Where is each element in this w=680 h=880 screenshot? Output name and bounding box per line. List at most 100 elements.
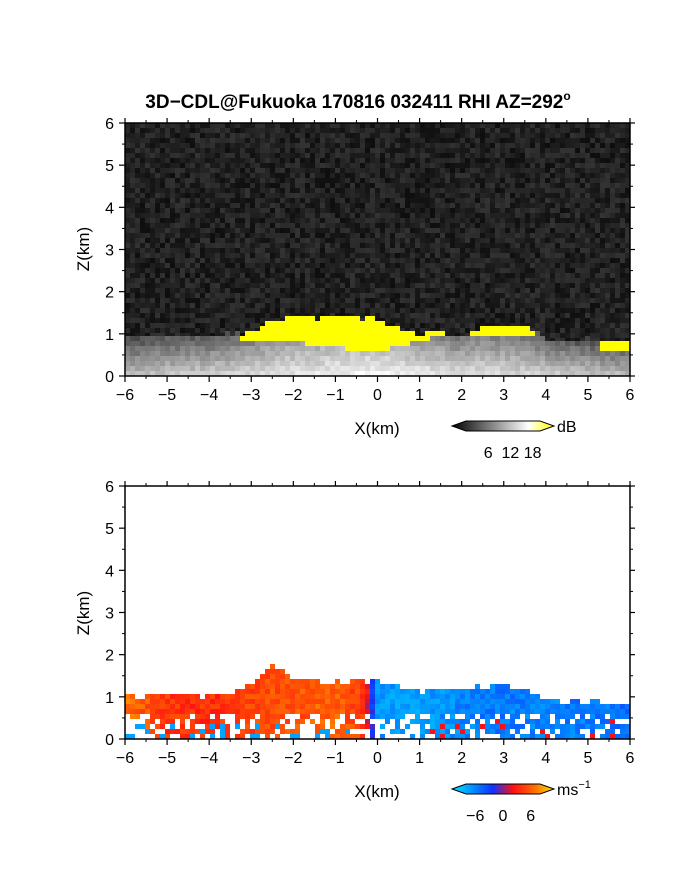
snr-noise-cell (365, 268, 370, 273)
snr-noise-cell (270, 143, 275, 148)
snr-noise-cell (365, 208, 370, 213)
snr-noise-cell (530, 218, 535, 223)
snr-noise-cell (450, 158, 455, 163)
snr-noise-cell (565, 223, 570, 228)
snr-noise-cell (460, 213, 465, 218)
snr-noise-cell (575, 238, 580, 243)
snr-noise-cell (175, 173, 180, 178)
snr-noise-cell (180, 323, 185, 328)
snr-noise-cell (570, 313, 575, 318)
snr-noise-cell (220, 213, 225, 218)
snr-noise-cell (480, 248, 485, 253)
snr-noise-cell (380, 223, 385, 228)
snr-noise-cell (170, 288, 175, 293)
snr-noise-cell (270, 163, 275, 168)
snr-noise-cell (360, 138, 365, 143)
snr-noise-cell (180, 253, 185, 258)
snr-noise-cell (195, 173, 200, 178)
snr-noise-cell (465, 178, 470, 183)
snr-noise-cell (355, 238, 360, 243)
snr-noise-cell (345, 193, 350, 198)
snr-noise-cell (245, 233, 250, 238)
snr-noise-cell (625, 308, 630, 313)
snr-noise-cell (260, 268, 265, 273)
snr-noise-cell (550, 158, 555, 163)
snr-noise-cell (225, 218, 230, 223)
snr-noise-cell (580, 308, 585, 313)
snr-noise-cell (210, 258, 215, 263)
snr-noise-cell (230, 223, 235, 228)
snr-noise-cell (355, 208, 360, 213)
snr-noise-cell (625, 248, 630, 253)
snr-noise-cell (270, 178, 275, 183)
snr-noise-cell (470, 273, 475, 278)
snr-noise-cell (260, 308, 265, 313)
snr-noise-cell (165, 303, 170, 308)
snr-noise-cell (525, 303, 530, 308)
snr-noise-cell (420, 223, 425, 228)
snr-noise-cell (400, 283, 405, 288)
snr-noise-cell (420, 268, 425, 273)
snr-noise-cell (200, 128, 205, 133)
snr-noise-cell (175, 263, 180, 268)
snr-noise-cell (395, 123, 400, 128)
snr-noise-cell (270, 313, 275, 318)
snr-noise-cell (240, 328, 245, 333)
snr-noise-cell (185, 313, 190, 318)
snr-noise-cell (235, 293, 240, 298)
snr-noise-cell (425, 168, 430, 173)
snr-noise-cell (380, 228, 385, 233)
snr-noise-cell (145, 323, 150, 328)
snr-noise-cell (285, 123, 290, 128)
snr-noise-cell (390, 163, 395, 168)
snr-noise-cell (430, 143, 435, 148)
snr-noise-cell (335, 288, 340, 293)
snr-noise-cell (505, 128, 510, 133)
snr-noise-cell (595, 233, 600, 238)
snr-noise-cell (175, 148, 180, 153)
snr-noise-cell (285, 193, 290, 198)
snr-noise-cell (570, 263, 575, 268)
snr-noise-cell (385, 123, 390, 128)
snr-noise-cell (560, 163, 565, 168)
snr-noise-cell (565, 153, 570, 158)
snr-noise-cell (365, 233, 370, 238)
snr-noise-cell (415, 213, 420, 218)
snr-noise-cell (360, 158, 365, 163)
snr-noise-cell (140, 278, 145, 283)
snr-noise-cell (615, 298, 620, 303)
snr-noise-cell (295, 283, 300, 288)
snr-noise-cell (405, 313, 410, 318)
snr-noise-cell (285, 133, 290, 138)
snr-noise-cell (180, 143, 185, 148)
snr-noise-cell (610, 208, 615, 213)
snr-noise-cell (375, 303, 380, 308)
snr-noise-cell (420, 238, 425, 243)
snr-noise-cell (300, 243, 305, 248)
snr-noise-cell (480, 198, 485, 203)
snr-noise-cell (210, 223, 215, 228)
snr-noise-cell (450, 313, 455, 318)
snr-noise-cell (335, 203, 340, 208)
snr-noise-cell (520, 198, 525, 203)
snr-noise-cell (475, 168, 480, 173)
snr-noise-cell (465, 323, 470, 328)
snr-noise-cell (130, 218, 135, 223)
snr-noise-cell (130, 233, 135, 238)
snr-noise-cell (445, 258, 450, 263)
snr-noise-cell (540, 168, 545, 173)
snr-noise-cell (150, 188, 155, 193)
snr-noise-cell (260, 123, 265, 128)
snr-noise-cell (435, 258, 440, 263)
snr-noise-cell (465, 308, 470, 313)
snr-noise-cell (600, 188, 605, 193)
snr-noise-cell (175, 163, 180, 168)
snr-noise-cell (470, 228, 475, 233)
snr-noise-cell (325, 213, 330, 218)
snr-noise-cell (370, 233, 375, 238)
snr-noise-cell (430, 323, 435, 328)
snr-noise-cell (610, 248, 615, 253)
snr-noise-cell (265, 178, 270, 183)
snr-noise-cell (185, 303, 190, 308)
snr-noise-cell (250, 258, 255, 263)
